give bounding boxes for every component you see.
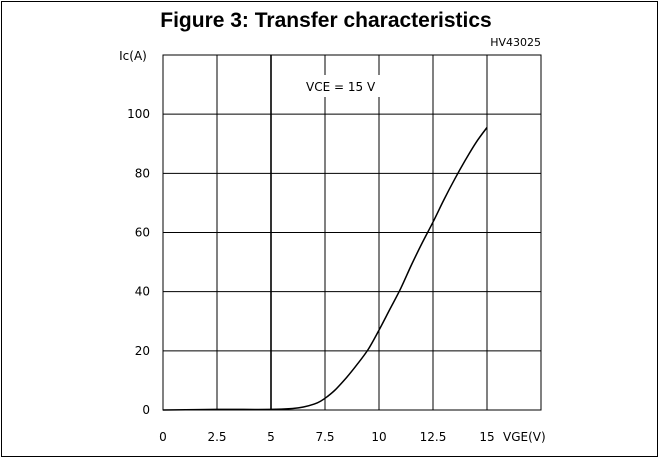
y-tick-label: 40: [135, 285, 150, 299]
annotation-background: [297, 75, 393, 97]
y-tick-label: 100: [127, 107, 150, 121]
transfer-curve: [162, 127, 488, 411]
y-tick-label: 60: [135, 226, 150, 240]
figure-code: HV43025: [490, 36, 541, 49]
x-tick-label: 5: [267, 430, 275, 444]
y-tick-label: 80: [135, 166, 150, 180]
x-tick-label: 7.5: [315, 430, 334, 444]
x-tick-label: 0: [159, 430, 167, 444]
chart-title: Figure 3: Transfer characteristics: [160, 9, 491, 32]
y-axis-label: Ic(A): [119, 49, 147, 63]
x-axis-label: VGE(V): [503, 430, 546, 444]
x-tick-label: 15: [479, 430, 494, 444]
plot-area: [162, 54, 542, 411]
tick-labels: 0 2.5 5 7.5 10 12.5 15 0 20 40 60 80 100: [127, 107, 495, 444]
x-tick-label: 12.5: [420, 430, 447, 444]
vce-annotation: VCE = 15 V: [306, 80, 376, 94]
grid: [163, 55, 541, 410]
y-tick-label: 0: [142, 403, 150, 417]
x-tick-label: 2.5: [207, 430, 226, 444]
y-tick-label: 20: [135, 344, 150, 358]
x-tick-label: 10: [371, 430, 386, 444]
